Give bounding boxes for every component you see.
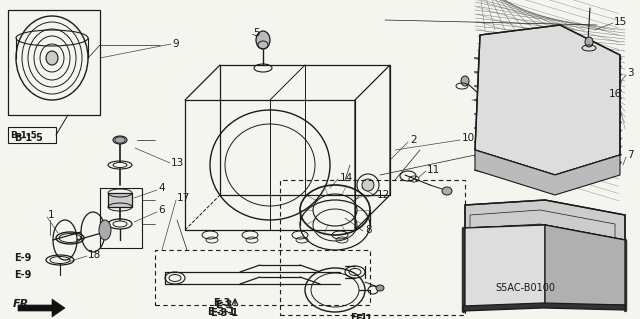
Ellipse shape bbox=[585, 37, 593, 47]
Text: E-3-1: E-3-1 bbox=[210, 308, 238, 318]
Polygon shape bbox=[465, 225, 545, 308]
Ellipse shape bbox=[99, 220, 111, 240]
Bar bbox=[100, 188, 142, 248]
Ellipse shape bbox=[362, 179, 374, 191]
Bar bbox=[108, 193, 132, 207]
Text: E-3-1: E-3-1 bbox=[207, 307, 235, 317]
Text: 5: 5 bbox=[253, 28, 260, 38]
Text: 13: 13 bbox=[171, 158, 184, 168]
Text: E-3: E-3 bbox=[215, 300, 232, 310]
Text: 4: 4 bbox=[158, 183, 164, 193]
Polygon shape bbox=[475, 150, 620, 195]
Text: B-1-5: B-1-5 bbox=[14, 133, 43, 143]
Text: B-1-5: B-1-5 bbox=[10, 130, 37, 139]
Polygon shape bbox=[18, 299, 65, 317]
Text: 9: 9 bbox=[172, 39, 179, 49]
Text: 11: 11 bbox=[427, 165, 440, 175]
Text: 6: 6 bbox=[158, 205, 164, 215]
Bar bbox=[155, 250, 370, 305]
Text: 7: 7 bbox=[627, 150, 634, 160]
Text: 1: 1 bbox=[48, 210, 54, 220]
Bar bbox=[8, 127, 56, 143]
Polygon shape bbox=[475, 25, 620, 175]
Bar bbox=[8, 10, 100, 115]
Text: 15: 15 bbox=[614, 17, 627, 27]
Ellipse shape bbox=[376, 285, 384, 291]
Ellipse shape bbox=[256, 31, 270, 49]
Ellipse shape bbox=[46, 51, 58, 65]
Text: E-1: E-1 bbox=[350, 313, 367, 319]
Text: E-9: E-9 bbox=[14, 270, 31, 280]
Bar bbox=[280, 180, 465, 315]
Ellipse shape bbox=[113, 136, 127, 144]
Text: E-1: E-1 bbox=[355, 314, 372, 319]
Polygon shape bbox=[465, 200, 625, 240]
Text: 2: 2 bbox=[410, 135, 417, 145]
Text: FR.: FR. bbox=[13, 299, 34, 309]
Text: E-3: E-3 bbox=[213, 298, 230, 308]
Text: 10: 10 bbox=[462, 133, 475, 143]
Text: 17: 17 bbox=[177, 193, 190, 203]
Text: 3: 3 bbox=[627, 68, 634, 78]
Text: 16: 16 bbox=[609, 89, 622, 99]
Text: E-9: E-9 bbox=[14, 253, 31, 263]
Polygon shape bbox=[463, 303, 625, 311]
Text: S5AC-B0100: S5AC-B0100 bbox=[495, 283, 555, 293]
Ellipse shape bbox=[461, 76, 469, 86]
Text: 8: 8 bbox=[365, 225, 372, 235]
Text: 14: 14 bbox=[340, 173, 353, 183]
Polygon shape bbox=[545, 225, 625, 305]
Text: 18: 18 bbox=[88, 250, 101, 260]
Text: 12: 12 bbox=[377, 190, 390, 200]
Ellipse shape bbox=[442, 187, 452, 195]
